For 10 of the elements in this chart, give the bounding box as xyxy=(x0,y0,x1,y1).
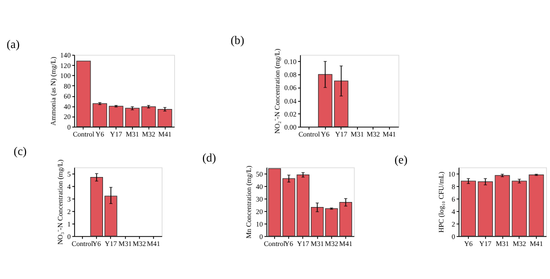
chart-title: (c) xyxy=(14,144,27,158)
bar xyxy=(494,175,510,236)
bar xyxy=(528,174,544,236)
chart-title: (a) xyxy=(6,38,20,51)
bar xyxy=(460,180,476,236)
chart-title: (d) xyxy=(202,151,216,164)
chart-title: (b) xyxy=(230,34,244,48)
bar xyxy=(478,181,493,236)
bar xyxy=(512,180,527,236)
chart-title: (e) xyxy=(394,153,408,166)
